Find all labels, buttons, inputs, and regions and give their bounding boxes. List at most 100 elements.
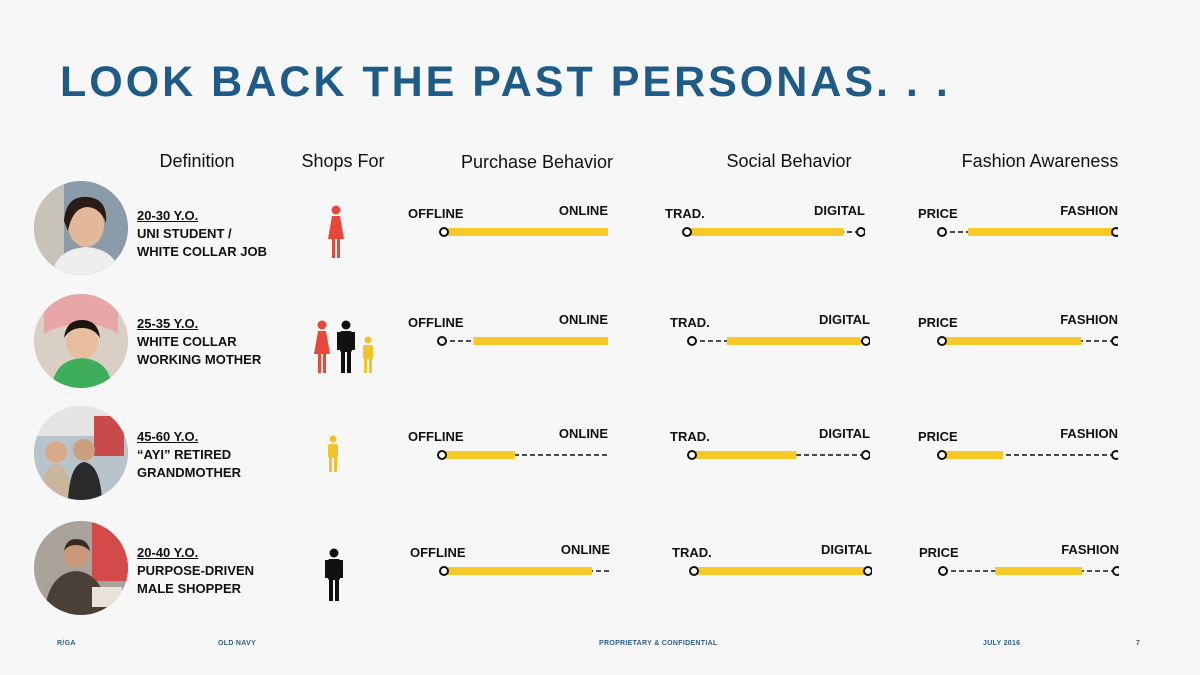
scale-right-label: FASHION	[1060, 312, 1118, 327]
persona-definition-2: 25-35 Y.O. WHITE COLLAR WORKING MOTHER	[137, 315, 261, 369]
social-scale-2: TRAD. DIGITAL	[670, 312, 870, 358]
persona-line: UNI STUDENT /	[137, 226, 232, 241]
fashion-scale-1: PRICE FASHION	[918, 203, 1118, 249]
shops-for-1	[327, 205, 345, 259]
persona-age: 20-30 Y.O.	[137, 208, 199, 223]
scale-bar	[447, 228, 608, 236]
scale-right-end	[861, 336, 870, 346]
persona-line: WHITE COLLAR	[137, 334, 237, 349]
scale-bar	[697, 567, 868, 575]
footer-page-number: 7	[1136, 640, 1141, 647]
scale-left-end	[938, 566, 948, 576]
scale-bar	[945, 451, 1003, 459]
scale-bar	[968, 228, 1116, 236]
persona-photo-2	[34, 294, 128, 388]
column-header-shops-for: Shops For	[301, 151, 385, 171]
persona-line: GRANDMOTHER	[137, 465, 241, 480]
scale-right-end	[861, 450, 870, 460]
scale-bar	[726, 337, 861, 345]
scale-left-label: OFFLINE	[410, 545, 466, 560]
scale-left-label: TRAD.	[670, 315, 710, 330]
scale-right-end	[1111, 450, 1118, 460]
scale-bar	[690, 228, 844, 236]
shops-for-2	[313, 320, 375, 374]
scale-left-label: PRICE	[919, 545, 959, 560]
persona-photo-3	[34, 406, 128, 500]
scale-right-label: DIGITAL	[818, 426, 870, 441]
purchase-scale-4: OFFLINE ONLINE	[410, 542, 610, 588]
scale-right-end	[863, 566, 872, 576]
scale-left-label: PRICE	[918, 206, 958, 221]
child-figure-icon	[363, 336, 373, 373]
scale-right-label: ONLINE	[560, 542, 610, 557]
scale-right-label: DIGITAL	[818, 312, 870, 327]
purchase-scale-3: OFFLINE ONLINE	[408, 426, 608, 472]
page-title: LOOK BACK THE PAST PERSONAS. . .	[60, 58, 951, 106]
scale-right-end	[1111, 336, 1118, 346]
scale-bar	[945, 337, 1082, 345]
column-header-fashion-awareness: Fashion Awareness	[961, 151, 1119, 171]
scale-right-end	[856, 227, 865, 237]
man-figure-icon	[337, 320, 355, 373]
purchase-scale-2: OFFLINE ONLINE	[408, 312, 608, 358]
persona-line: “AYI” RETIRED	[137, 447, 232, 462]
persona-line: PURPOSE-DRIVEN	[137, 563, 255, 578]
fashion-scale-3: PRICE FASHION	[918, 426, 1118, 472]
persona-definition-3: 45-60 Y.O. “AYI” RETIRED GRANDMOTHER	[137, 428, 241, 482]
persona-line: WORKING MOTHER	[137, 352, 262, 367]
scale-left-end	[682, 227, 692, 237]
column-header-social-behavior: Social Behavior	[726, 151, 852, 171]
scale-left-end	[439, 227, 449, 237]
footer-agency: R/GA	[57, 640, 76, 647]
column-header-definition: Definition	[159, 151, 235, 171]
scale-right-label: ONLINE	[558, 203, 608, 218]
shops-for-3	[326, 435, 340, 473]
scale-left-end	[937, 336, 947, 346]
scale-left-end	[437, 336, 447, 346]
persona-line: MALE SHOPPER	[137, 581, 242, 596]
scale-right-label: FASHION	[1060, 426, 1118, 441]
scale-bar	[473, 337, 608, 345]
scale-left-label: OFFLINE	[408, 429, 464, 444]
persona-age: 25-35 Y.O.	[137, 316, 199, 331]
scale-left-end	[687, 336, 697, 346]
scale-left-end	[937, 450, 947, 460]
footer-date: JULY 2016	[983, 640, 1021, 647]
footer-confidential: PROPRIETARY & CONFIDENTIAL	[599, 640, 718, 647]
scale-left-label: OFFLINE	[408, 206, 464, 221]
scale-right-label: ONLINE	[558, 426, 608, 441]
scale-left-label: TRAD.	[672, 545, 712, 560]
scale-left-label: PRICE	[918, 315, 958, 330]
purchase-scale-1: OFFLINE ONLINE	[408, 203, 608, 249]
scale-bar	[695, 451, 797, 459]
scale-left-end	[689, 566, 699, 576]
woman-figure-icon	[328, 205, 344, 258]
footer-brand: OLD NAVY	[218, 640, 257, 647]
scale-left-end	[687, 450, 697, 460]
scale-left-label: PRICE	[918, 429, 958, 444]
persona-age: 20-40 Y.O.	[137, 545, 199, 560]
persona-photo-1	[34, 181, 128, 275]
scale-left-label: TRAD.	[670, 429, 710, 444]
persona-photo-4	[34, 521, 128, 615]
persona-definition-4: 20-40 Y.O. PURPOSE-DRIVEN MALE SHOPPER	[137, 544, 254, 598]
scale-right-label: FASHION	[1060, 203, 1118, 218]
fashion-scale-4: PRICE FASHION	[919, 542, 1119, 588]
man-figure-icon	[325, 548, 343, 601]
scale-left-label: OFFLINE	[408, 315, 464, 330]
scale-bar	[995, 567, 1083, 575]
child-figure-icon	[328, 435, 338, 472]
column-header-purchase-behavior: Purchase Behavior	[460, 152, 614, 172]
scale-right-label: DIGITAL	[813, 203, 865, 218]
scale-right-label: DIGITAL	[820, 542, 872, 557]
fashion-scale-2: PRICE FASHION	[918, 312, 1118, 358]
persona-age: 45-60 Y.O.	[137, 429, 199, 444]
scale-bar	[447, 567, 592, 575]
scale-left-end	[437, 450, 447, 460]
social-scale-4: TRAD. DIGITAL	[672, 542, 872, 588]
scale-right-label: FASHION	[1061, 542, 1119, 557]
scale-right-end	[1111, 227, 1118, 237]
scale-left-end	[439, 566, 449, 576]
scale-bar	[445, 451, 516, 459]
persona-line: WHITE COLLAR JOB	[137, 244, 267, 259]
